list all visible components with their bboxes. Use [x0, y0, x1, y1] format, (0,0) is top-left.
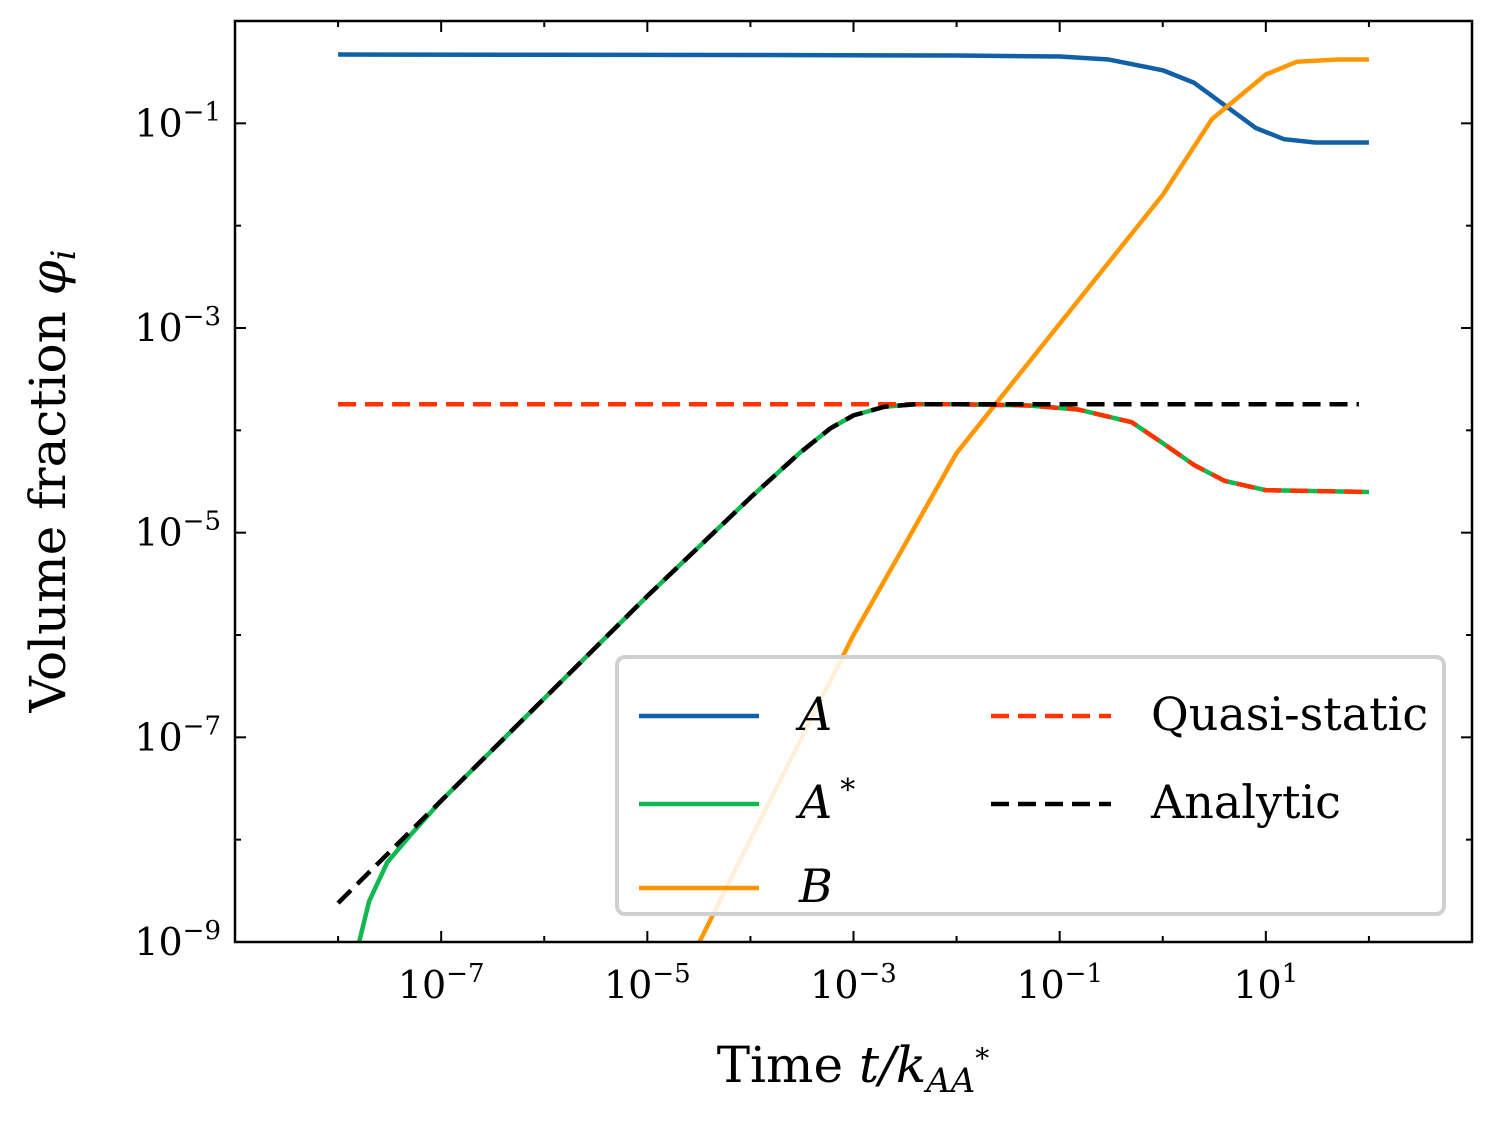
legend-label-a-star: A *	[795, 773, 855, 829]
legend-label-quasi-static: Quasi-static	[1151, 687, 1428, 741]
x-tick-label: 10−7	[398, 959, 485, 1007]
plot-frame	[233, 19, 1474, 944]
x-tick-label: 10−3	[810, 959, 897, 1007]
x-axis-title: Time t/kAA*	[717, 1036, 990, 1101]
legend-label-b: B	[798, 859, 833, 913]
y-axis-title: Volume fraction φi	[19, 249, 84, 713]
tick-layer: 10−7 10−5 10−3 10−1 101 10−1 10−3 10−5 10−7 10−9	[134, 20, 1473, 1007]
series-line-a	[338, 52, 1369, 145]
legend-box	[615, 655, 1446, 916]
y-tick-label: 10−3	[134, 302, 221, 350]
y-tick-label: 10−1	[134, 97, 221, 145]
legend-label-analytic: Analytic	[1150, 775, 1341, 829]
y-tick-label: 10−7	[134, 711, 221, 759]
x-tick-label: 10−1	[1016, 959, 1103, 1007]
x-tick-label: 101	[1233, 959, 1298, 1007]
legend-label-a: A	[795, 687, 832, 741]
y-tick-label: 10−9	[134, 916, 221, 964]
y-tick-label: 10−5	[134, 507, 221, 555]
legend: A Quasi-static A * Analytic B	[615, 655, 1446, 916]
x-tick-label: 10−5	[604, 959, 691, 1007]
